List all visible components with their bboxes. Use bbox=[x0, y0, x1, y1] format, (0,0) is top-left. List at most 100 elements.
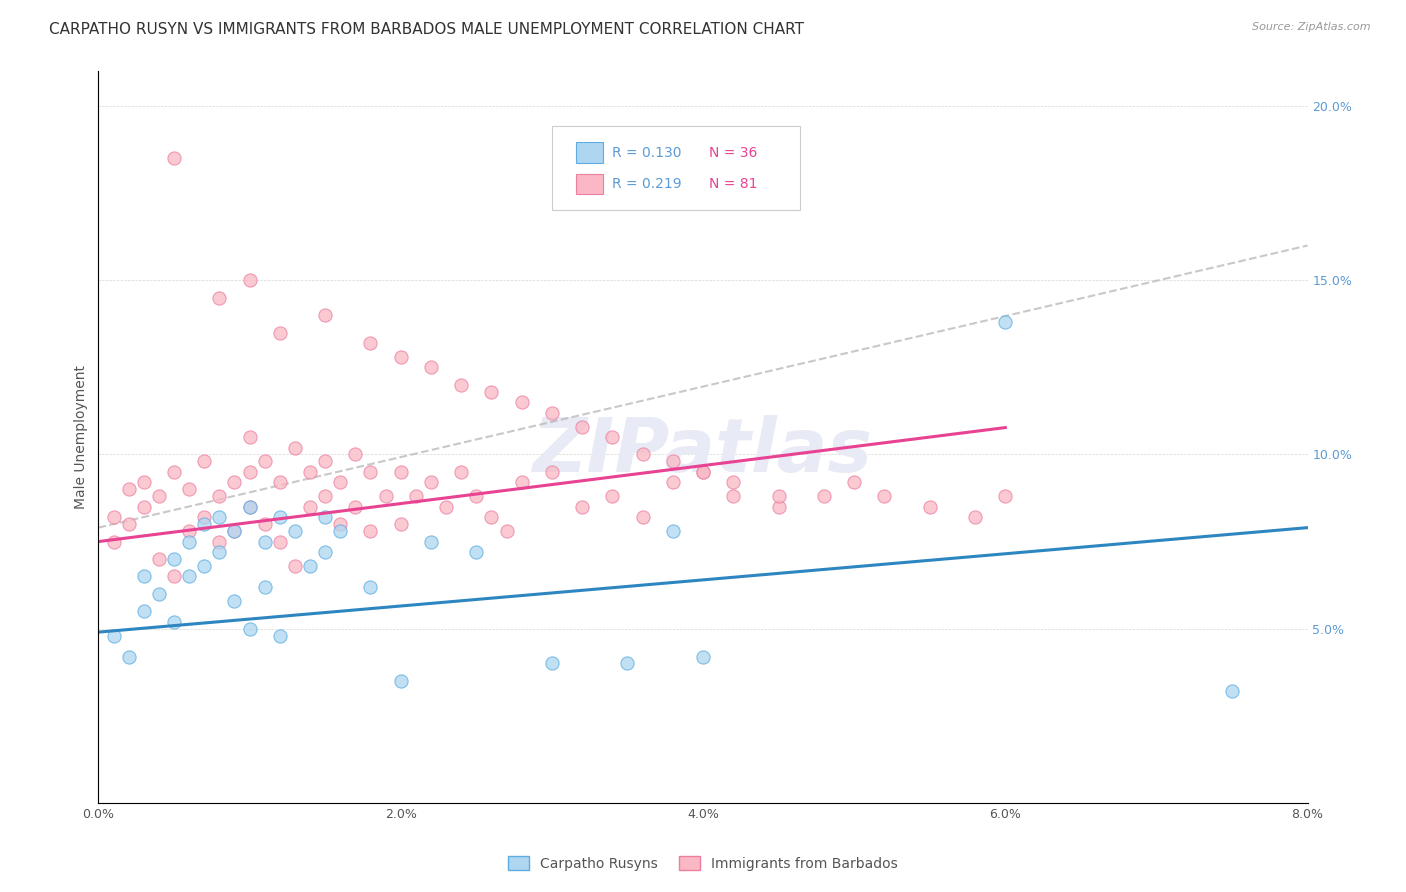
Point bbox=[768, 500, 790, 514]
Point bbox=[163, 465, 186, 479]
Point bbox=[329, 475, 352, 490]
Point bbox=[269, 510, 291, 524]
Point bbox=[1220, 684, 1243, 698]
FancyBboxPatch shape bbox=[576, 174, 603, 194]
Point bbox=[193, 558, 215, 573]
Point bbox=[374, 489, 396, 503]
FancyBboxPatch shape bbox=[551, 127, 800, 211]
Point bbox=[163, 152, 186, 166]
Point bbox=[481, 510, 503, 524]
Point bbox=[148, 489, 170, 503]
Point bbox=[239, 273, 262, 287]
Text: Source: ZipAtlas.com: Source: ZipAtlas.com bbox=[1253, 22, 1371, 32]
Point bbox=[163, 569, 186, 583]
Point bbox=[571, 500, 593, 514]
Point bbox=[661, 524, 683, 538]
FancyBboxPatch shape bbox=[576, 143, 603, 163]
Point bbox=[723, 475, 745, 490]
Point bbox=[132, 569, 155, 583]
Point bbox=[284, 524, 307, 538]
Point bbox=[813, 489, 835, 503]
Point bbox=[360, 465, 382, 479]
Point bbox=[314, 308, 336, 322]
Point bbox=[602, 430, 624, 444]
Point bbox=[208, 489, 231, 503]
Point bbox=[389, 673, 412, 688]
Point bbox=[299, 500, 322, 514]
Point bbox=[389, 350, 412, 364]
Point bbox=[360, 336, 382, 351]
Text: R = 0.130: R = 0.130 bbox=[613, 145, 682, 160]
Point bbox=[389, 517, 412, 532]
Point bbox=[269, 326, 291, 340]
Point bbox=[208, 534, 231, 549]
Point bbox=[661, 454, 683, 468]
Legend: Carpatho Rusyns, Immigrants from Barbados: Carpatho Rusyns, Immigrants from Barbado… bbox=[503, 850, 903, 876]
Point bbox=[179, 569, 201, 583]
Point bbox=[224, 524, 246, 538]
Point bbox=[420, 534, 443, 549]
Point bbox=[239, 500, 262, 514]
Point bbox=[314, 454, 336, 468]
Point bbox=[540, 465, 562, 479]
Point bbox=[465, 489, 488, 503]
Text: N = 81: N = 81 bbox=[709, 177, 758, 191]
Point bbox=[253, 454, 276, 468]
Point bbox=[918, 500, 941, 514]
Point bbox=[224, 475, 246, 490]
Text: N = 36: N = 36 bbox=[709, 145, 758, 160]
Point bbox=[284, 441, 307, 455]
Point bbox=[193, 510, 215, 524]
Point bbox=[132, 475, 155, 490]
Point bbox=[148, 587, 170, 601]
Point bbox=[571, 419, 593, 434]
Point bbox=[163, 552, 186, 566]
Point bbox=[208, 545, 231, 559]
Point bbox=[103, 510, 125, 524]
Y-axis label: Male Unemployment: Male Unemployment bbox=[75, 365, 89, 509]
Point bbox=[253, 580, 276, 594]
Point bbox=[179, 524, 201, 538]
Point bbox=[360, 580, 382, 594]
Point bbox=[239, 622, 262, 636]
Point bbox=[269, 475, 291, 490]
Point bbox=[208, 510, 231, 524]
Point bbox=[661, 475, 683, 490]
Point bbox=[132, 500, 155, 514]
Point bbox=[631, 510, 654, 524]
Point bbox=[389, 465, 412, 479]
Point bbox=[616, 657, 638, 671]
Point bbox=[118, 517, 141, 532]
Text: R = 0.219: R = 0.219 bbox=[613, 177, 682, 191]
Point bbox=[193, 517, 215, 532]
Point bbox=[420, 360, 443, 375]
Point bbox=[329, 517, 352, 532]
Text: CARPATHO RUSYN VS IMMIGRANTS FROM BARBADOS MALE UNEMPLOYMENT CORRELATION CHART: CARPATHO RUSYN VS IMMIGRANTS FROM BARBAD… bbox=[49, 22, 804, 37]
Point bbox=[360, 524, 382, 538]
Point bbox=[510, 395, 533, 409]
Point bbox=[253, 517, 276, 532]
Point bbox=[118, 483, 141, 497]
Point bbox=[193, 454, 215, 468]
Point bbox=[723, 489, 745, 503]
Point bbox=[132, 604, 155, 618]
Point bbox=[239, 500, 262, 514]
Point bbox=[631, 448, 654, 462]
Point bbox=[103, 534, 125, 549]
Point bbox=[163, 615, 186, 629]
Point bbox=[873, 489, 896, 503]
Point bbox=[540, 406, 562, 420]
Point bbox=[179, 534, 201, 549]
Point bbox=[284, 558, 307, 573]
Point bbox=[239, 430, 262, 444]
Point bbox=[344, 448, 367, 462]
Point bbox=[602, 489, 624, 503]
Text: ZIPatlas: ZIPatlas bbox=[533, 415, 873, 488]
Point bbox=[434, 500, 457, 514]
Point bbox=[314, 545, 336, 559]
Point bbox=[768, 489, 790, 503]
Point bbox=[965, 510, 987, 524]
Point bbox=[314, 510, 336, 524]
Point bbox=[450, 465, 472, 479]
Point bbox=[329, 524, 352, 538]
